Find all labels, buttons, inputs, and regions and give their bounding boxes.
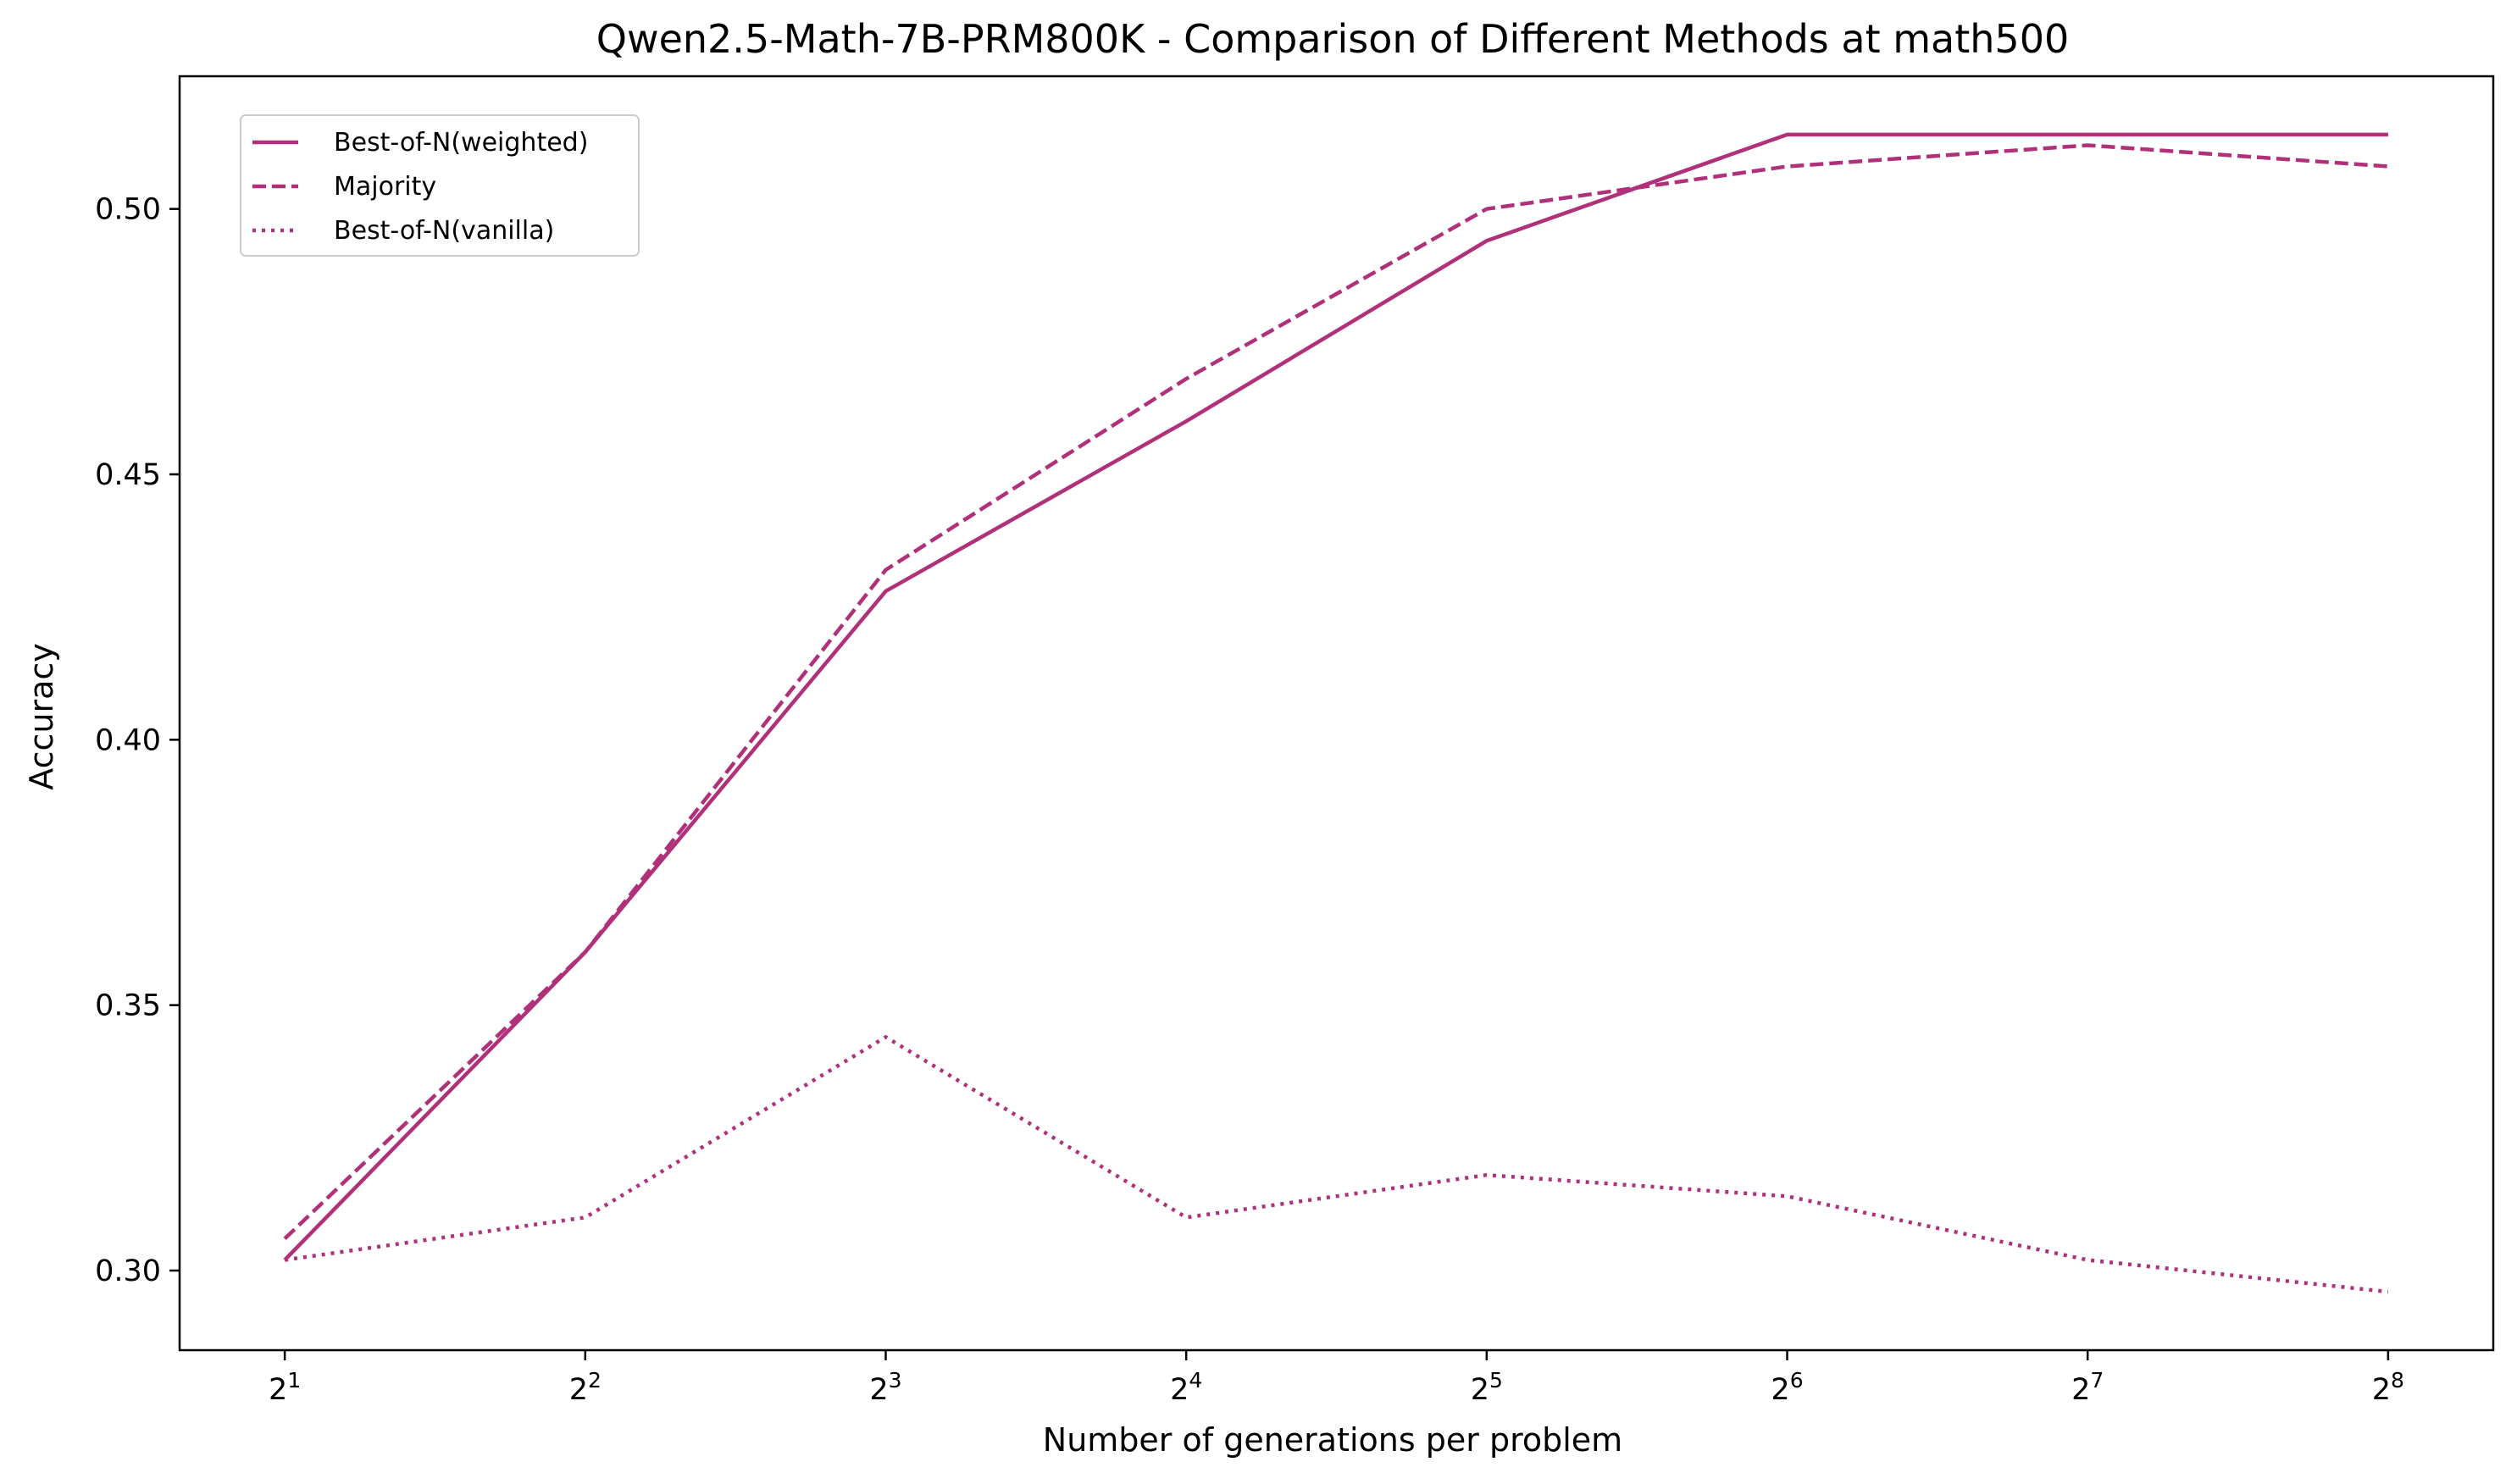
series-line-Best-of-N(vanilla)	[284, 1035, 2389, 1294]
legend-box	[240, 114, 640, 257]
x-tick-label: 28	[2372, 1368, 2404, 1407]
legend-label: Best-of-N(weighted)	[334, 128, 588, 158]
chart-title: Qwen2.5-Math-7B-PRM800K - Comparison of …	[596, 16, 2069, 62]
x-tick-label: 27	[2071, 1368, 2104, 1407]
y-tick-label: 0.30	[95, 1254, 161, 1288]
x-tick-label: 21	[269, 1368, 301, 1407]
legend-label: Majority	[334, 172, 436, 202]
y-tick-label: 0.40	[95, 723, 161, 757]
x-tick-label: 23	[869, 1368, 901, 1407]
x-tick-label: 24	[1170, 1368, 1202, 1407]
legend: Best-of-N(weighted) Majority Best-of-N(van…	[240, 114, 640, 257]
series-layer	[283, 132, 2389, 1294]
y-tick-label: 0.50	[95, 193, 161, 227]
plot-frame	[178, 75, 2495, 1352]
y-axis: 0.30 0.35 0.40 0.45 0.50	[95, 193, 180, 1288]
y-axis-title: Accuracy	[23, 643, 60, 790]
series-line-Majority	[283, 143, 2389, 1241]
x-tick-label: 25	[1471, 1368, 1503, 1407]
y-tick-label: 0.35	[95, 989, 161, 1023]
x-axis-title: Number of generations per problem	[1043, 1421, 1622, 1459]
x-tick-label: 22	[569, 1368, 602, 1407]
x-axis: 21 22 23 24 25 26 27 28	[269, 1350, 2404, 1407]
legend-label: Best-of-N(vanilla)	[334, 216, 554, 246]
series-line-Best-of-N(weighted)	[283, 132, 2388, 1262]
y-tick-label: 0.45	[95, 458, 161, 492]
x-tick-label: 26	[1771, 1368, 1803, 1407]
plot-area	[178, 75, 2495, 1352]
